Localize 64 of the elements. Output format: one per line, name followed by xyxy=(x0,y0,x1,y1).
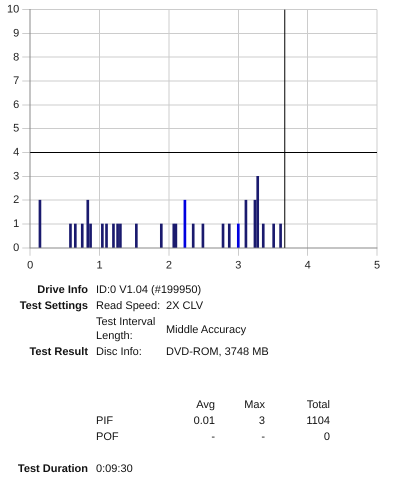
y-tick-label: 3 xyxy=(13,170,20,182)
y-tick-label: 0 xyxy=(13,242,20,254)
text: ID:0 V1.04 (#199950) xyxy=(96,283,202,297)
y-tick-label: 4 xyxy=(13,146,20,159)
text: Test Result xyxy=(28,345,88,359)
bar xyxy=(222,224,224,248)
text: - xyxy=(260,430,265,444)
bar xyxy=(256,176,260,248)
y-tick-label: 6 xyxy=(13,98,20,111)
x-tick-label: 3 xyxy=(235,259,242,272)
text: Middle Accuracy xyxy=(166,323,248,337)
bar xyxy=(174,224,178,248)
y-tick-label: 7 xyxy=(13,75,20,88)
text: Test Duration xyxy=(16,462,88,476)
bar xyxy=(74,224,77,248)
bar xyxy=(101,224,104,248)
bar xyxy=(116,224,119,248)
text: 1104 xyxy=(305,414,330,428)
bar xyxy=(160,224,163,248)
bar xyxy=(86,200,90,248)
text: Drive Info xyxy=(36,283,88,297)
text: Avg xyxy=(195,398,215,412)
bar xyxy=(228,224,231,248)
y-tick-label: 10 xyxy=(6,4,20,16)
x-tick-label: 1 xyxy=(96,259,103,272)
text: Disc Info: xyxy=(96,345,143,359)
text: DVD-ROM, 3748 MB xyxy=(166,345,270,359)
x-tick-label: 5 xyxy=(374,259,380,272)
bar xyxy=(279,224,282,248)
y-tick-label: 2 xyxy=(13,194,20,206)
text: 0 xyxy=(322,430,330,444)
text: POF xyxy=(96,430,120,444)
text: Test Settings xyxy=(18,299,88,313)
bar xyxy=(262,224,265,248)
x-tick-label: 0 xyxy=(27,259,34,272)
text: 3 xyxy=(258,414,265,428)
y-tick-label: 1 xyxy=(13,218,20,230)
text: Test Interval Length: xyxy=(96,315,156,343)
text: - xyxy=(210,430,215,444)
bar xyxy=(184,200,186,248)
bar xyxy=(236,224,240,248)
bar xyxy=(135,224,138,248)
bar xyxy=(80,224,84,248)
text: 0.01 xyxy=(192,414,215,428)
text: Read Speed: xyxy=(96,299,162,313)
bar xyxy=(244,200,248,248)
y-tick-label: 9 xyxy=(13,27,20,40)
y-tick-label: 5 xyxy=(13,122,20,135)
bar xyxy=(112,224,115,248)
x-tick-label: 2 xyxy=(166,259,172,272)
bar xyxy=(202,224,204,248)
x-tick-label: 4 xyxy=(304,259,311,272)
bar xyxy=(105,224,108,248)
bar xyxy=(272,224,275,248)
bar xyxy=(69,224,72,248)
bar xyxy=(192,224,195,248)
text: 2X CLV xyxy=(166,299,204,313)
text: PIF xyxy=(96,414,114,428)
bar xyxy=(119,224,122,248)
text: 0:09:30 xyxy=(96,462,134,476)
bar xyxy=(38,200,42,248)
text: Max xyxy=(243,398,265,412)
text: Total xyxy=(306,398,330,412)
y-tick-label: 8 xyxy=(13,51,20,64)
